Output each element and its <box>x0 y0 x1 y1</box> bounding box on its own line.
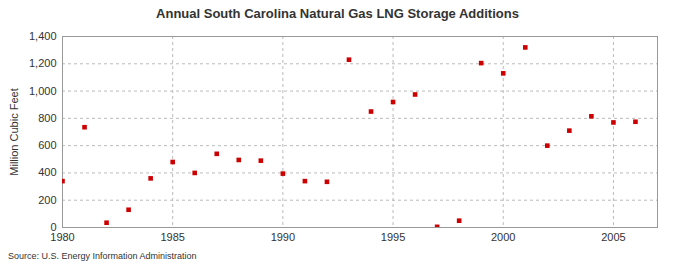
svg-text:800: 800 <box>38 112 56 124</box>
html-text:Annual South Carolina Natural: Annual South Carolina Natural Gas LNG St… <box>156 6 519 21</box>
svg-text:1985: 1985 <box>160 231 184 243</box>
svg-text:2000: 2000 <box>491 231 515 243</box>
svg-text:1990: 1990 <box>271 231 295 243</box>
svg-text:Million Cubic Feet: Million Cubic Feet <box>8 88 20 175</box>
svg-text:0: 0 <box>50 221 57 233</box>
svg-text:1980: 1980 <box>50 231 74 243</box>
svg-text:1,400: 1,400 <box>29 30 57 42</box>
html-text:Source: U.S. Energy Informatio: Source: U.S. Energy Information Administ… <box>8 251 197 261</box>
svg-text:1,000: 1,000 <box>29 85 57 97</box>
svg-text:600: 600 <box>38 139 56 151</box>
svg-text:400: 400 <box>38 166 56 178</box>
svg-text:1,200: 1,200 <box>29 57 57 69</box>
svg-text:2005: 2005 <box>601 231 625 243</box>
svg-text:200: 200 <box>38 194 56 206</box>
svg-text:1995: 1995 <box>381 231 405 243</box>
